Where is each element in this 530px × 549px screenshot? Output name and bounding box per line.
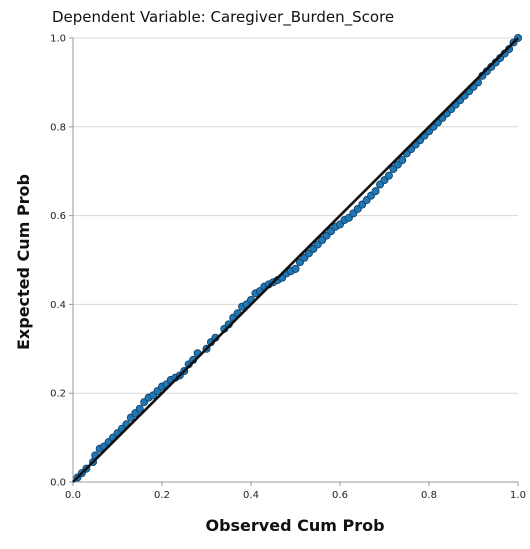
data-point (371, 187, 380, 196)
x-tick-label-4: 0.8 (421, 490, 437, 501)
y-tick-label-4: 0.8 (50, 122, 66, 133)
x-tick-label-3: 0.6 (332, 490, 348, 501)
chart-title: Dependent Variable: Caregiver_Burden_Sco… (52, 8, 395, 26)
x-axis-label: Observed Cum Prob (205, 516, 385, 535)
x-tick-label-0: 0.0 (65, 490, 81, 501)
data-point (135, 404, 144, 413)
reference-line (72, 37, 519, 483)
y-tick-label-1: 0.2 (50, 389, 66, 400)
y-tick-label-3: 0.6 (50, 211, 66, 222)
data-point (291, 264, 300, 273)
y-tick-label-2: 0.4 (50, 300, 66, 311)
data-point (384, 171, 393, 180)
x-tick-label-5: 1.0 (510, 490, 526, 501)
data-point (398, 156, 407, 165)
y-axis-label: Expected Cum Prob (14, 174, 33, 350)
x-tick-label-1: 0.2 (154, 490, 170, 501)
y-tick-label-5: 1.0 (50, 34, 66, 45)
x-tick-label-2: 0.4 (243, 490, 259, 501)
y-tick-label-0: 0.0 (50, 478, 66, 489)
